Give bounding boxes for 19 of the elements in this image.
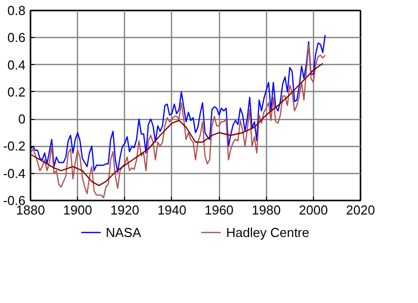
y-tick-label: 0 (18, 112, 26, 127)
y-tick-label: 0.6 (7, 30, 26, 46)
x-tick-label: 2020 (346, 202, 375, 218)
y-tick-label: 0.4 (7, 57, 26, 72)
y-tick-label: 0.8 (7, 3, 26, 18)
x-tick-label: 1920 (110, 202, 140, 218)
x-tick-label: 1980 (252, 202, 281, 218)
y-tick-label: -0.4 (3, 166, 26, 181)
line-series (30, 34, 326, 173)
y-tick-label: 0.2 (7, 84, 26, 100)
y-tick-label: -0.2 (3, 138, 26, 154)
x-tick-label: 1940 (157, 202, 186, 218)
line-series (30, 62, 324, 186)
x-tick-label: 2000 (298, 202, 328, 218)
legend-label: NASA (106, 224, 142, 240)
line-series (30, 44, 326, 198)
legend-label: Hadley Centre (226, 224, 310, 240)
x-tick-label: 1900 (63, 202, 92, 218)
x-tick-label: 1960 (204, 202, 234, 218)
